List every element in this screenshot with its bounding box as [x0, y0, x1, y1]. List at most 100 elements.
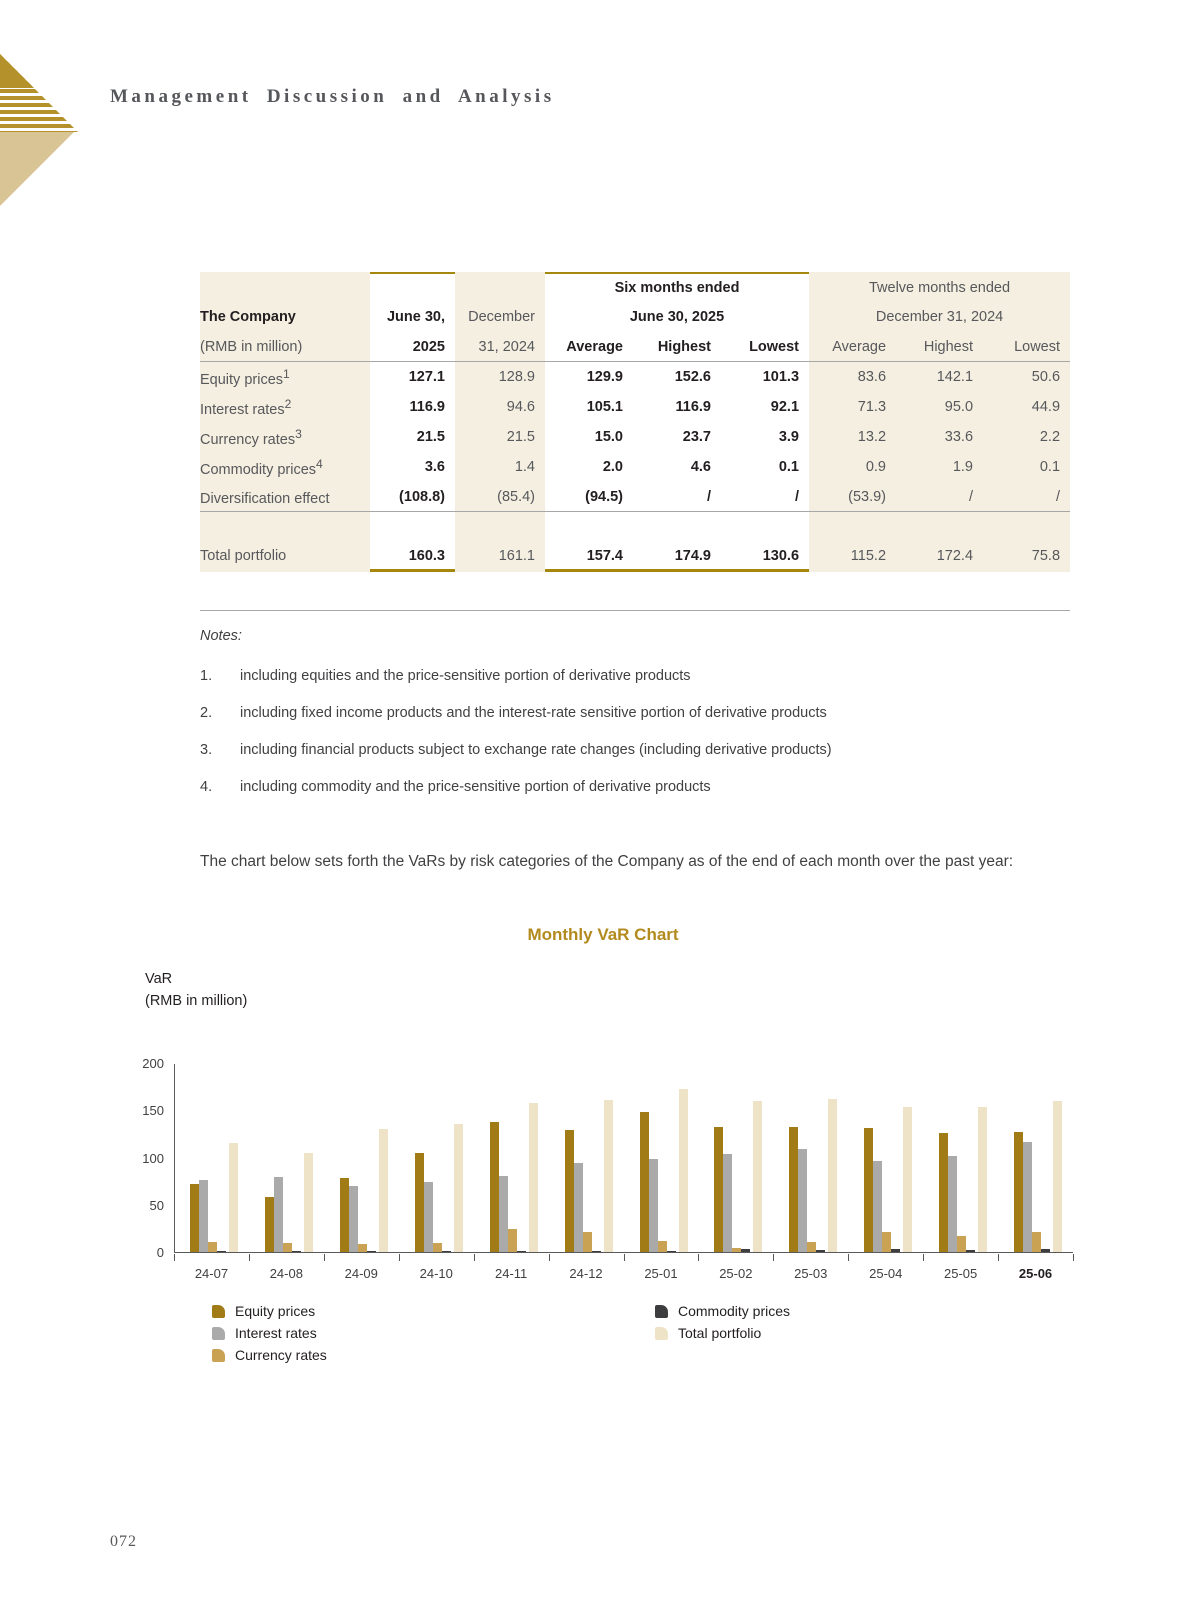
- x-axis-tick: [923, 1254, 925, 1261]
- currency-rates-bar-24-09: [357, 1244, 367, 1252]
- x-axis-tick: [548, 1254, 550, 1261]
- interest-rates-bar-24-09: [348, 1185, 358, 1252]
- table-row-commodity-prices: Commodity prices4 3.6 1.4 2.0 4.6 0.1 0.…: [200, 452, 1071, 482]
- interest-rates-bar-25-05: [948, 1155, 958, 1252]
- commodity-prices-bar-25-06: [1041, 1248, 1051, 1252]
- y-axis-tick-100: 100: [142, 1150, 164, 1166]
- commodity-prices-legend-icon: [655, 1304, 668, 1318]
- sub-header-highest-six: Highest: [633, 332, 721, 362]
- note-text: including financial products subject to …: [240, 742, 832, 758]
- total-portfolio-bar-24-09: [378, 1129, 388, 1252]
- page-title: Management Discussion and Analysis: [110, 86, 555, 107]
- total-portfolio-bar-24-11: [528, 1102, 538, 1252]
- y-axis-tick-150: 150: [142, 1103, 164, 1119]
- total-portfolio-legend-icon: [655, 1326, 668, 1340]
- row-label: Total portfolio: [200, 542, 370, 572]
- interest-rates-bar-24-08: [273, 1177, 283, 1252]
- table-header-row-3: (RMB in million) 2025 31, 2024 Average H…: [200, 332, 1071, 362]
- table-corner-cell: [200, 272, 370, 302]
- note-item-1: 1. including equities and the price-sens…: [200, 668, 691, 684]
- x-axis-label-24-10: 24-10: [419, 1266, 453, 1281]
- x-axis-label-25-03: 25-03: [794, 1266, 828, 1281]
- note-text: including fixed income products and the …: [240, 705, 827, 721]
- commodity-prices-bar-25-04: [891, 1249, 901, 1252]
- note-item-2: 2. including fixed income products and t…: [200, 705, 827, 721]
- x-axis-label-25-05: 25-05: [944, 1266, 978, 1281]
- monthly-var-chart: Monthly VaR Chart VaR (RMB in million) E…: [0, 905, 1190, 1385]
- currency-rates-bar-24-10: [432, 1242, 442, 1252]
- currency-rates-bar-25-02: [732, 1248, 742, 1252]
- legend-item-currency-rates: Currency rates: [212, 1347, 327, 1363]
- y-axis-tick-200: 200: [142, 1056, 164, 1071]
- page-number: 072: [110, 1533, 137, 1550]
- commodity-prices-bar-25-05: [966, 1250, 976, 1252]
- row-label: Diversification effect: [200, 490, 330, 507]
- equity-prices-bar-24-12: [564, 1130, 574, 1252]
- x-axis-label-24-08: 24-08: [269, 1266, 303, 1281]
- x-axis-label-25-01: 25-01: [644, 1266, 678, 1281]
- group-subtitle-twelve-months: December 31, 2024: [809, 302, 1071, 332]
- table-row-total-portfolio: Total portfolio 160.3 161.1 157.4 174.9 …: [200, 542, 1071, 572]
- interest-rates-bar-25-06: [1023, 1141, 1033, 1252]
- chart-intro-paragraph: The chart below sets forth the VaRs by r…: [200, 853, 1014, 870]
- legend-item-total-portfolio: Total portfolio: [655, 1325, 761, 1341]
- commodity-prices-bar-24-07: [217, 1251, 226, 1252]
- var-table: Six months ended Twelve months ended The…: [200, 272, 1071, 572]
- equity-prices-bar-25-04: [864, 1128, 874, 1252]
- equity-prices-bar-25-02: [714, 1127, 724, 1252]
- row-label: Currency rates: [200, 431, 296, 448]
- note-item-4: 4. including commodity and the price-sen…: [200, 779, 711, 795]
- equity-prices-bar-25-05: [939, 1132, 949, 1252]
- equity-prices-bar-24-10: [414, 1152, 424, 1252]
- note-text: including commodity and the price-sensit…: [240, 779, 711, 795]
- table-bottom-rule: [200, 610, 1070, 611]
- interest-rates-bar-24-11: [498, 1176, 508, 1252]
- interest-rates-bar-25-04: [873, 1161, 883, 1252]
- x-axis-label-25-02: 25-02: [719, 1266, 753, 1281]
- row-label: Commodity prices: [200, 461, 317, 478]
- interest-rates-bar-25-01: [648, 1159, 658, 1252]
- equity-prices-bar-24-07: [190, 1184, 199, 1252]
- currency-rates-legend-icon: [212, 1348, 225, 1362]
- x-axis-tick: [323, 1254, 325, 1261]
- interest-rates-bar-24-12: [573, 1162, 583, 1252]
- commodity-prices-bar-24-09: [366, 1251, 376, 1252]
- x-axis-tick: [623, 1254, 625, 1261]
- gold-rule-jun: [370, 272, 455, 302]
- x-axis-tick: [998, 1254, 1000, 1261]
- currency-rates-bar-24-11: [507, 1229, 517, 1252]
- table-header-row-2: The Company June 30, December June 30, 2…: [200, 302, 1071, 332]
- interest-rates-bar-24-10: [423, 1182, 433, 1252]
- x-axis-label-25-04: 25-04: [869, 1266, 903, 1281]
- commodity-prices-bar-24-08: [291, 1251, 301, 1252]
- total-portfolio-bar-24-08: [303, 1152, 313, 1252]
- notes-section: Notes: 1. including equities and the pri…: [200, 628, 1100, 816]
- total-portfolio-bar-24-12: [603, 1099, 613, 1252]
- company-logo-icon: [0, 54, 78, 132]
- company-label: The Company: [200, 302, 370, 332]
- x-axis-tick: [848, 1254, 850, 1261]
- chart-title: Monthly VaR Chart: [527, 925, 679, 944]
- legend-item-interest-rates: Interest rates: [212, 1325, 317, 1341]
- currency-rates-bar-24-12: [582, 1231, 592, 1252]
- currency-rates-bar-24-08: [282, 1242, 292, 1252]
- equity-prices-bar-25-06: [1014, 1131, 1024, 1252]
- x-axis-tick: [1073, 1254, 1074, 1261]
- x-axis-tick: [398, 1254, 400, 1261]
- currency-rates-bar-25-06: [1032, 1231, 1042, 1252]
- currency-rates-bar-25-01: [657, 1240, 667, 1252]
- currency-rates-bar-25-05: [957, 1235, 967, 1252]
- y-axis-title: VaR (RMB in million): [145, 971, 248, 1009]
- x-axis-tick: [248, 1254, 250, 1261]
- x-axis-label-24-11: 24-11: [494, 1266, 528, 1281]
- commodity-prices-bar-25-02: [741, 1249, 751, 1252]
- sub-header-highest-twelve: Highest: [896, 332, 984, 362]
- total-portfolio-bar-25-01: [678, 1088, 688, 1252]
- x-axis-tick: [698, 1254, 700, 1261]
- legend-item-equity-prices: Equity prices: [212, 1303, 315, 1319]
- group-header-six-months: Six months ended: [545, 272, 810, 302]
- interest-rates-legend-icon: [212, 1326, 225, 1340]
- x-axis-label-25-06: 25-06: [1018, 1266, 1053, 1281]
- commodity-prices-bar-24-10: [441, 1251, 451, 1252]
- equity-prices-bar-25-03: [789, 1127, 799, 1252]
